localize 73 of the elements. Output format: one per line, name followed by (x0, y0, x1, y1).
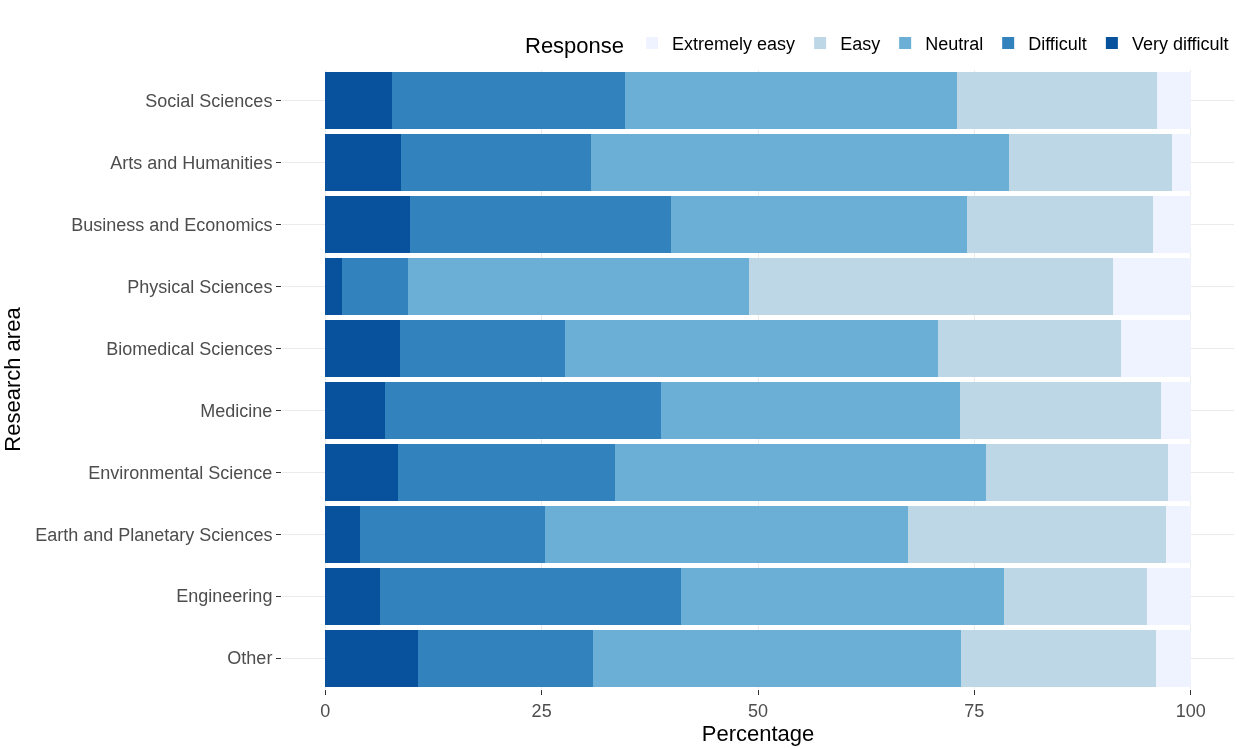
bar (325, 567, 380, 625)
legend-label: Difficult (1028, 34, 1087, 55)
y-tick-label: Other (227, 648, 273, 669)
y-tick-label: Biomedical Sciences (106, 338, 273, 359)
bar (1152, 196, 1191, 254)
bar (938, 320, 1121, 378)
bar (1146, 567, 1191, 625)
x-axis-title: Percentage (701, 720, 815, 746)
bar (400, 134, 591, 192)
y-tick-label: Earth and Planetary Sciences (35, 524, 273, 545)
legend-label: Very difficult (1131, 34, 1229, 55)
y-tick-label: Medicine (200, 400, 273, 421)
bar (325, 258, 342, 316)
bar (1168, 443, 1191, 501)
bar (1165, 505, 1191, 563)
bar (749, 258, 1113, 316)
legend-title: Response (525, 33, 625, 59)
bar (986, 443, 1169, 501)
bar (624, 72, 958, 130)
bar (590, 134, 1009, 192)
bar (1120, 320, 1191, 378)
x-tick-label: 50 (747, 700, 769, 721)
legend-label: Easy (840, 34, 881, 55)
bar (680, 567, 1004, 625)
legend-label: Extremely easy (672, 34, 796, 55)
bar (615, 443, 987, 501)
bar (325, 629, 418, 687)
bar (417, 629, 593, 687)
bar (661, 381, 960, 439)
bar (325, 134, 401, 192)
bar (408, 258, 750, 316)
y-tick-label: Business and Economics (71, 215, 273, 236)
bar (545, 505, 908, 563)
bar (961, 629, 1157, 687)
x-tick-label: 0 (320, 700, 331, 721)
bar (391, 72, 625, 130)
y-tick-label: Physical Sciences (127, 276, 273, 297)
bar (670, 196, 968, 254)
bar (1008, 134, 1172, 192)
bar (1156, 629, 1191, 687)
bar (592, 629, 962, 687)
bar (959, 381, 1162, 439)
y-tick-label: Engineering (176, 586, 273, 607)
bar (1112, 258, 1191, 316)
bar (325, 196, 411, 254)
bar (907, 505, 1166, 563)
bar (957, 72, 1157, 130)
legend-label: Neutral (925, 34, 984, 55)
x-tick-label: 25 (531, 700, 552, 721)
bar (1003, 567, 1147, 625)
bar (341, 258, 409, 316)
bar (397, 443, 616, 501)
bar (359, 505, 546, 563)
bar (379, 567, 681, 625)
y-tick-label: Social Sciences (145, 91, 273, 112)
y-axis-title: Research area (0, 306, 25, 452)
bar (325, 381, 385, 439)
bar (325, 320, 400, 378)
bar (325, 72, 392, 130)
x-tick-label: 75 (964, 700, 985, 721)
bar (565, 320, 939, 378)
bar (384, 381, 662, 439)
bar (1156, 72, 1191, 130)
bar (410, 196, 671, 254)
y-tick-label: Arts and Humanities (110, 153, 273, 174)
bar (1171, 134, 1191, 192)
bar (399, 320, 565, 378)
y-tick-label: Environmental Science (88, 462, 273, 483)
bar (1161, 381, 1191, 439)
bar (325, 505, 360, 563)
x-tick-label: 100 (1175, 700, 1206, 721)
bar (967, 196, 1153, 254)
bar (325, 443, 398, 501)
